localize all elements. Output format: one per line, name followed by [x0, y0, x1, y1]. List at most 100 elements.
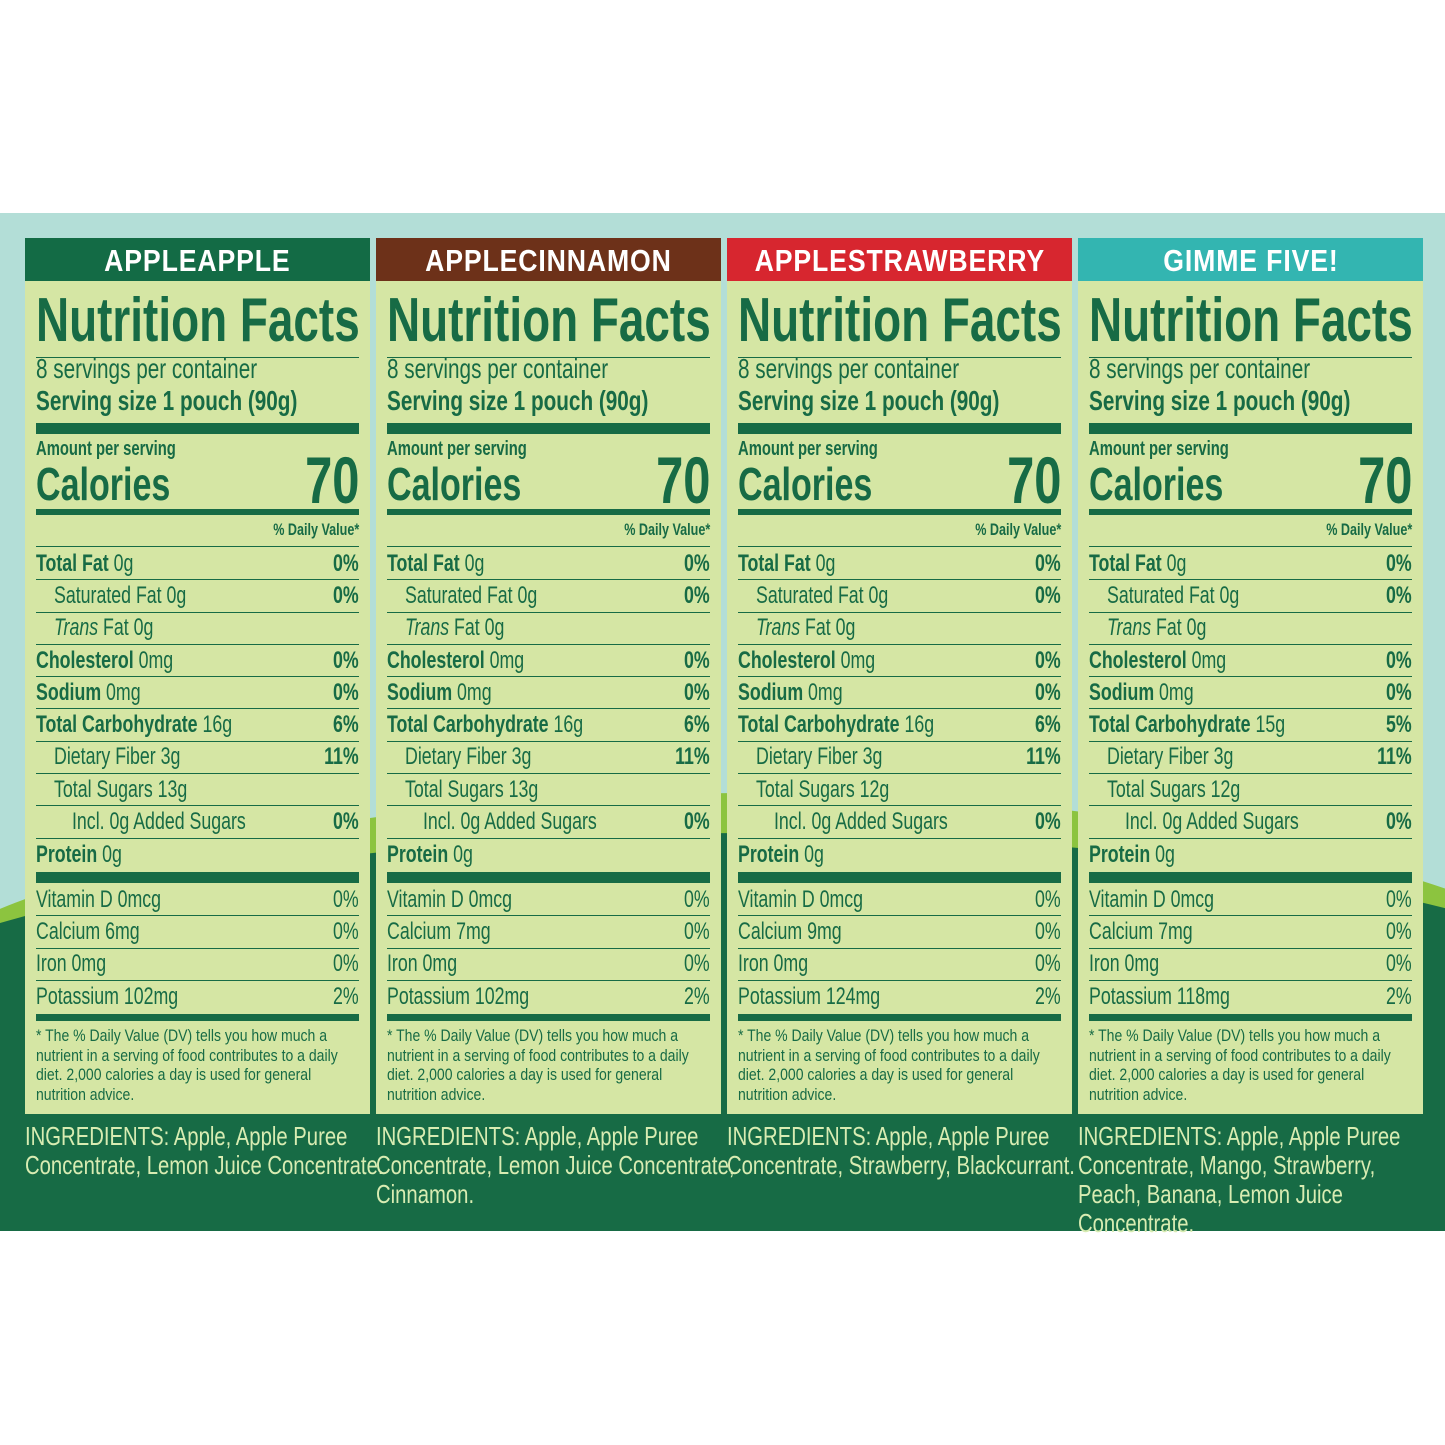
vitamin-dv: 2% — [1035, 983, 1061, 1011]
nutrient-dv: 0% — [1386, 549, 1412, 577]
flavor-header: APPLECINNAMON — [376, 238, 721, 281]
nutrient-amount: 0g — [102, 840, 122, 868]
servings-text: 8 servings per container — [36, 353, 258, 384]
label-body: Nutrition Facts 8 servings per container S… — [738, 281, 1062, 1114]
calories-value: 70 — [286, 447, 359, 513]
thick-divider — [387, 872, 710, 883]
calories-label-text: Calories — [738, 458, 873, 510]
nutrient-amount: 12g — [859, 775, 890, 803]
nutrient-name: Dietary Fiber 3g — [1107, 743, 1233, 771]
nutrient-amount: 0mg — [489, 646, 525, 674]
nutrient-label: Saturated Fat — [405, 581, 513, 609]
calories-label-text: Calories — [1089, 458, 1224, 510]
nutrient-name: Sodium 0mg — [1089, 679, 1194, 707]
nutrient-dv: 0% — [1035, 678, 1061, 706]
nutrient-name: Incl. 0g Added Sugars — [1125, 808, 1299, 836]
calories-row: Calories 70 — [738, 447, 1061, 513]
nutrient-name: Saturated Fat 0g — [54, 582, 186, 610]
nutrient-name: Dietary Fiber 3g — [405, 743, 531, 771]
nutrient-amount: 0g — [815, 549, 836, 577]
nutrient-row: Total Carbohydrate 16g 6% — [738, 709, 1061, 742]
flavor-name: APPLEAPPLE — [104, 243, 291, 278]
serving-size-text: Serving size 1 pouch (90g) — [1089, 385, 1351, 416]
nutrient-name: Total Sugars 13g — [405, 776, 538, 804]
nutrient-label: Protein — [1089, 840, 1151, 868]
ingredients-text: INGREDIENTS: Apple, Apple Puree Concentr… — [376, 1122, 735, 1209]
nutrition-facts-panel: APPLEAPPLE Nutrition Facts 8 servings per … — [25, 238, 370, 1114]
vitamin-row: Vitamin D 0mcg 0% — [1089, 884, 1412, 917]
nutrient-label: Sodium — [36, 678, 102, 706]
vitamin-label: Potassium 124mg — [738, 983, 881, 1011]
servings-per-container: 8 servings per container — [738, 353, 1061, 385]
nutrient-amount: 3g — [160, 743, 181, 771]
flavor-header: APPLESTRAWBERRY — [727, 238, 1072, 281]
label-title: Nutrition Facts — [1089, 289, 1413, 358]
nutrient-row: Cholesterol 0mg 0% — [36, 645, 359, 678]
vitamin-label: Vitamin D 0mcg — [36, 885, 162, 913]
nutrient-name: Saturated Fat 0g — [405, 582, 537, 610]
thick-divider — [36, 423, 359, 434]
vitamin-dv: 0% — [333, 917, 359, 945]
vitamin-row: Iron 0mg 0% — [36, 949, 359, 981]
nutrient-label: Incl. 0g Added Sugars — [423, 808, 597, 836]
nutrient-row: Total Sugars 12g — [1089, 774, 1412, 807]
nutrient-label: Total Fat — [1089, 549, 1162, 577]
vitamin-row: Potassium 118mg 2% — [1089, 981, 1412, 1013]
calories-row: Calories 70 — [36, 447, 359, 513]
nutrient-rows: Total Fat 0g 0% Saturated Fat 0g 0% Trans Fa… — [36, 548, 359, 871]
vitamin-row: Potassium 102mg 2% — [36, 981, 359, 1013]
servings-per-container: 8 servings per container — [387, 353, 710, 385]
nutrient-name: Trans Fat 0g — [405, 614, 505, 642]
nutrient-label: Total Fat — [738, 549, 811, 577]
calories-value-text: 70 — [1357, 443, 1412, 517]
vitamin-row: Calcium 6mg 0% — [36, 916, 359, 949]
nutrient-row: Protein 0g — [387, 839, 710, 871]
nutrient-dv: 0% — [684, 808, 710, 836]
nutrient-row: Sodium 0mg 0% — [36, 677, 359, 710]
label-title: Nutrition Facts — [387, 286, 711, 358]
nutrient-row: Sodium 0mg 0% — [387, 677, 710, 710]
nutrient-name: Cholesterol 0mg — [738, 647, 875, 675]
nutrient-label: Dietary Fiber — [405, 743, 507, 771]
nutrient-label: Sodium — [1089, 678, 1155, 706]
nutrient-name: Trans Fat 0g — [1107, 614, 1207, 642]
dv-header-text: % Daily Value* — [1325, 520, 1412, 539]
nutrient-row: Dietary Fiber 3g 11% — [1089, 742, 1412, 775]
footnote: * The % Daily Value (DV) tells you how m… — [738, 1027, 1061, 1105]
vitamin-label: Iron 0mg — [1089, 950, 1160, 978]
footnote-text: * The % Daily Value (DV) tells you how m… — [738, 1027, 1040, 1104]
nutrient-name: Total Sugars 13g — [54, 776, 187, 804]
nutrient-row: Dietary Fiber 3g 11% — [738, 742, 1061, 775]
calories-label: Calories — [738, 459, 920, 509]
nutrient-name: Trans Fat 0g — [756, 614, 856, 642]
nutrient-label: Incl. 0g Added Sugars — [774, 808, 948, 836]
nutrient-row: Total Sugars 12g — [738, 774, 1061, 807]
nutrient-amount: 0mg — [457, 678, 492, 706]
nutrient-amount: 16g — [553, 711, 584, 739]
vitamin-label: Iron 0mg — [738, 950, 809, 978]
ingredients-list: Apple, Apple Puree Concentrate, Mango, S… — [1078, 1121, 1401, 1238]
flavor-name: APPLESTRAWBERRY — [754, 243, 1045, 278]
nutrient-amount: 0g — [1155, 840, 1175, 868]
nutrient-name: Total Fat 0g — [387, 550, 484, 578]
vitamin-label: Vitamin D 0mcg — [738, 885, 864, 913]
vitamin-dv: 0% — [1035, 917, 1061, 945]
nutrient-label: Sodium — [387, 678, 453, 706]
flavor-name: GIMME FIVE! — [1162, 243, 1339, 278]
nutrient-name: Cholesterol 0mg — [1089, 647, 1226, 675]
vitamin-label: Iron 0mg — [36, 950, 107, 978]
dv-header-text: % Daily Value* — [272, 520, 359, 539]
nutrient-row: Protein 0g — [1089, 839, 1412, 871]
nutrient-amount: 0g — [113, 549, 134, 577]
nutrient-label: Saturated Fat — [1107, 581, 1215, 609]
thick-divider — [738, 1014, 1061, 1021]
nutrient-name: Total Fat 0g — [1089, 550, 1186, 578]
nutrient-row: Cholesterol 0mg 0% — [738, 645, 1061, 678]
footnote-text: * The % Daily Value (DV) tells you how m… — [36, 1027, 338, 1104]
title-text: Nutrition Facts — [387, 286, 711, 355]
nutrient-dv: 5% — [1386, 711, 1412, 739]
thick-divider — [36, 872, 359, 883]
nutrient-name: Total Carbohydrate 15g — [1089, 711, 1285, 739]
nutrient-row: Saturated Fat 0g 0% — [738, 580, 1061, 613]
vitamin-rows: Vitamin D 0mcg 0% Calcium 7mg 0% Iron 0mg 0% P… — [1089, 884, 1412, 1013]
